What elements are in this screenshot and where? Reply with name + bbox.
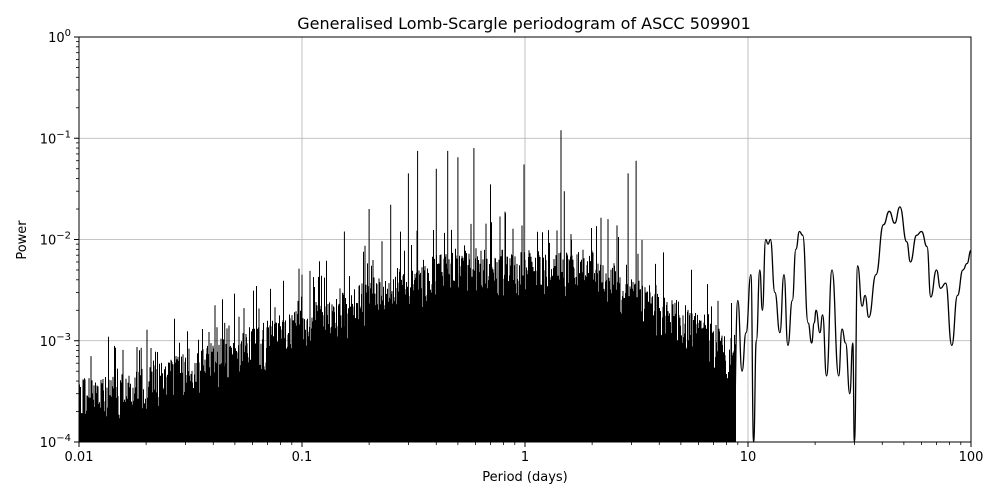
y-axis-label: Power	[15, 220, 30, 260]
x-tick-label: 1	[521, 450, 529, 465]
x-tick-label: 0.1	[292, 450, 313, 465]
y-tick-label: 10−1	[40, 129, 71, 147]
y-tick-label: 100	[48, 28, 71, 46]
chart-title: Generalised Lomb-Scargle periodogram of …	[297, 14, 751, 33]
y-tick-label: 10−2	[40, 231, 71, 249]
y-tick-label: 10−4	[40, 433, 71, 451]
x-axis-label: Period (days)	[482, 470, 568, 485]
x-tick-label: 100	[959, 450, 984, 465]
y-tick-label: 10−3	[40, 332, 71, 350]
grid-lines	[79, 37, 971, 442]
periodogram-long-period-trace	[732, 206, 971, 442]
axis-ticks: 0.01 0.1 1 10 100 10−4 10−3 10−2 10−1 100	[40, 28, 984, 465]
x-tick-label: 10	[740, 450, 757, 465]
x-tick-label: 0.01	[65, 450, 94, 465]
periodogram-dense-trace	[79, 130, 736, 442]
